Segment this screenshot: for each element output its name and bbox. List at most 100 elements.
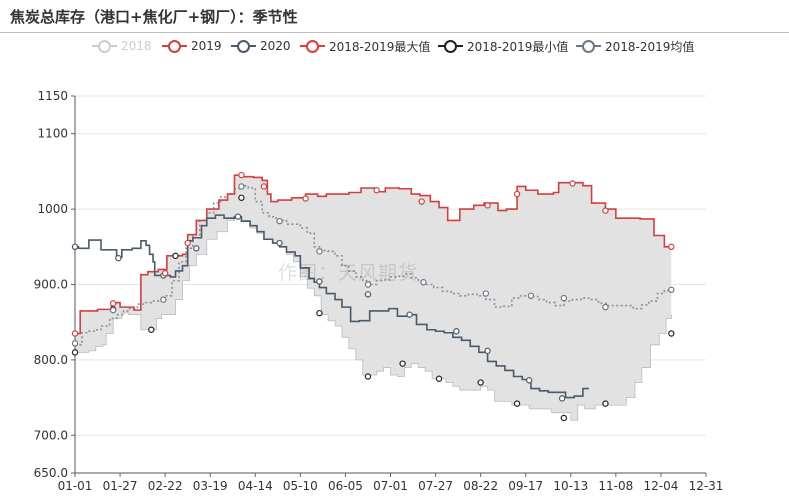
legend-label: 2018-2019均值: [605, 39, 695, 54]
mean-point: [668, 286, 675, 293]
circle-line-icon: [438, 39, 463, 53]
min-point: [602, 400, 609, 407]
y-tick-label: 650.0: [34, 466, 68, 480]
mean-point: [71, 340, 79, 347]
circle-line-icon: [576, 39, 601, 53]
point-2020: [115, 254, 122, 262]
series-2020-line: [75, 214, 589, 399]
point-2019: [238, 171, 245, 179]
x-tick-label: 01-01: [58, 479, 93, 493]
min-point: [316, 309, 323, 317]
point-2020: [484, 347, 491, 355]
min-point: [172, 252, 179, 260]
mean-point: [364, 281, 372, 288]
y-tick-label: 1000: [37, 202, 68, 216]
point-2019: [109, 300, 117, 307]
legend-item-2020[interactable]: 2020: [231, 36, 291, 56]
point-2020: [276, 239, 283, 247]
legend-label: 2018-2019最大值: [329, 39, 431, 54]
watermark: 作图：天风期货: [278, 262, 419, 284]
mean-point: [238, 183, 245, 190]
legend-item-2019[interactable]: 2019: [162, 36, 222, 56]
y-tick-label: 700.0: [34, 428, 68, 442]
point-2020: [558, 395, 566, 402]
point-2019: [184, 239, 191, 247]
series-2019-line: [75, 174, 673, 335]
y-tick-label: 900.0: [34, 278, 68, 292]
point-2019: [161, 269, 169, 277]
x-tick-label: 12-04: [643, 479, 678, 493]
legend-label: 2018-2019最小值: [467, 39, 569, 54]
point-2020: [525, 377, 533, 384]
point-2019: [569, 180, 576, 187]
min-point: [364, 373, 372, 380]
point-2019: [484, 202, 491, 209]
point-2020: [316, 278, 323, 285]
point-2019: [373, 187, 380, 194]
point-2020: [453, 328, 460, 335]
point-2019: [602, 207, 609, 214]
x-tick-label: 02-22: [148, 479, 183, 493]
x-tick-label: 12-31: [689, 479, 724, 493]
mean-point: [316, 248, 323, 255]
point-2019: [302, 195, 309, 202]
x-tick-label: 07-01: [373, 479, 408, 493]
circle-line-icon: [162, 39, 187, 53]
legend-label: 2018: [121, 39, 152, 53]
mean-point: [276, 217, 283, 225]
y-tick-label: 1150: [37, 89, 68, 103]
x-tick-label: 06-05: [328, 479, 363, 493]
min-point: [238, 194, 245, 201]
x-tick-label: 05-10: [283, 479, 318, 493]
legend: 2018 2019 2020 2018-2019最大值 2018-2019最小值…: [0, 36, 789, 56]
point-2020: [364, 291, 372, 298]
circle-line-icon: [231, 39, 256, 53]
x-tick-label: 07-27: [418, 479, 453, 493]
x-tick-label: 01-27: [103, 479, 138, 493]
x-tick-label: 09-17: [508, 479, 543, 493]
point-2019: [513, 190, 521, 198]
y-tick-label: 1100: [37, 127, 68, 141]
mean-point: [420, 279, 427, 286]
x-tick-label: 04-14: [238, 479, 273, 493]
x-tick-label: 03-19: [193, 479, 228, 493]
legend-item-min[interactable]: 2018-2019最小值: [438, 36, 568, 56]
min-point: [435, 375, 443, 382]
y-tick-label: 800.0: [34, 353, 68, 367]
x-tick-label: 11-08: [598, 479, 633, 493]
point-2019: [668, 243, 675, 250]
legend-item-2018[interactable]: 2018: [92, 36, 152, 56]
mean-point: [560, 294, 568, 302]
min-point: [148, 326, 155, 333]
point-2019: [418, 198, 425, 205]
point-2020: [193, 245, 200, 252]
x-tick-label: 08-22: [463, 479, 498, 493]
min-point: [513, 400, 521, 407]
circle-line-icon: [300, 39, 325, 53]
min-point: [71, 349, 79, 356]
range-band: [75, 175, 672, 421]
mean-point: [602, 303, 609, 311]
legend-item-max[interactable]: 2018-2019最大值: [300, 36, 430, 56]
mean-point: [527, 292, 535, 300]
band-min-line: [75, 216, 672, 421]
mean-point: [160, 296, 167, 303]
min-point: [477, 379, 484, 386]
circle-line-icon: [92, 39, 117, 53]
mean-point: [109, 306, 117, 314]
point-2020: [234, 213, 242, 220]
mean-point: [482, 290, 490, 297]
point-2020: [71, 243, 79, 250]
title-divider: [0, 32, 789, 33]
min-point: [668, 330, 675, 337]
x-tick-label: 10-13: [553, 479, 588, 493]
legend-label: 2019: [191, 39, 222, 53]
point-2020: [406, 311, 413, 318]
legend-item-mean[interactable]: 2018-2019均值: [576, 36, 694, 56]
min-point: [399, 360, 406, 367]
legend-label: 2020: [260, 39, 291, 53]
point-2019: [71, 330, 79, 337]
min-point: [560, 414, 568, 422]
page-title: 焦炭总库存（港口+焦化厂+钢厂）：季节性: [10, 8, 298, 26]
